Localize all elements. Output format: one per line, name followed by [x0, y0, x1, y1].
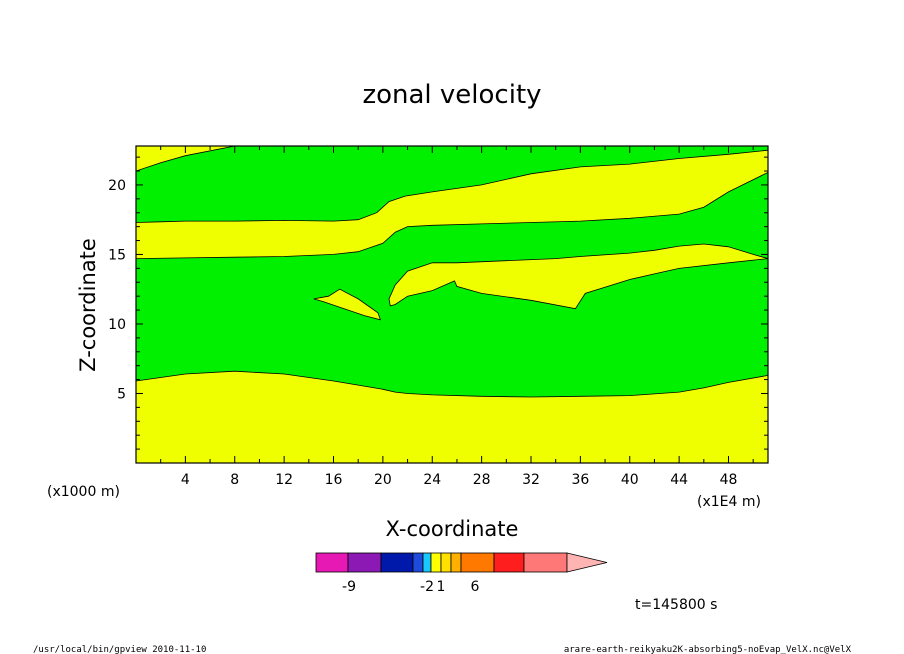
x-axis-unit: (x1E4 m): [697, 494, 761, 510]
colorbar-segment: [347, 552, 382, 573]
chart-title: zonal velocity: [362, 80, 541, 110]
x-tick-label: 32: [522, 472, 540, 488]
y-tick-label: 5: [117, 386, 126, 402]
y-tick-label: 20: [108, 178, 126, 194]
colorbar-segment: [380, 552, 414, 573]
colorbar-segment: [460, 552, 495, 573]
x-axis-ticks: 4 8 12 16 20 24 28 32 36 40 44 48: [160, 146, 754, 488]
colorbar-segment: [412, 552, 424, 573]
y-axis-title: Z-coordinate: [76, 238, 100, 372]
contour-region-1: [136, 146, 768, 223]
colorbar-segment: [315, 552, 349, 573]
colorbar-label: -9: [342, 579, 356, 595]
x-tick-label: 4: [181, 472, 190, 488]
footer-left: /usr/local/bin/gpview 2010-11-10: [33, 645, 206, 654]
contour-island-2: [388, 243, 768, 310]
footer-right: arare-earth-reikyaku2K-absorbing5-noEvap…: [564, 645, 852, 654]
y-axis-ticks: 5 10 15 20: [108, 156, 768, 450]
contour-regions: [136, 146, 768, 398]
plot-area: [136, 146, 768, 463]
time-label: t=145800 s: [635, 597, 717, 613]
x-tick-label: 24: [423, 472, 441, 488]
x-tick-label: 48: [720, 472, 738, 488]
x-tick-label: 40: [621, 472, 639, 488]
y-tick-label: 10: [108, 317, 126, 333]
x-tick-label: 44: [670, 472, 688, 488]
colorbar-segment: [523, 552, 568, 573]
colorbar-segment: [422, 552, 432, 573]
colorbar-segment: [430, 552, 442, 573]
x-tick-label: 20: [374, 472, 392, 488]
x-tick-label: 16: [325, 472, 343, 488]
y-tick-label: 15: [108, 247, 126, 263]
x-axis-title: X-coordinate: [386, 517, 519, 541]
colorbar-label: -2: [420, 579, 434, 595]
contour-island-1: [313, 288, 382, 321]
x-tick-label: 12: [275, 472, 293, 488]
colorbar-segment: [450, 552, 462, 573]
colorbar: -9 -2 1 6: [315, 552, 608, 595]
x-tick-label: 36: [571, 472, 589, 488]
colorbar-segment: [440, 552, 452, 573]
contour-region-2: [136, 171, 768, 398]
colorbar-arrow: [566, 552, 608, 573]
colorbar-label: 1: [437, 579, 446, 595]
contour-islands: [313, 243, 768, 321]
y-axis-unit: (x1000 m): [47, 484, 120, 500]
x-tick-label: 28: [473, 472, 491, 488]
colorbar-segment: [493, 552, 525, 573]
plot-frame: [135, 145, 769, 464]
x-tick-label: 8: [230, 472, 239, 488]
colorbar-label: 6: [471, 579, 480, 595]
